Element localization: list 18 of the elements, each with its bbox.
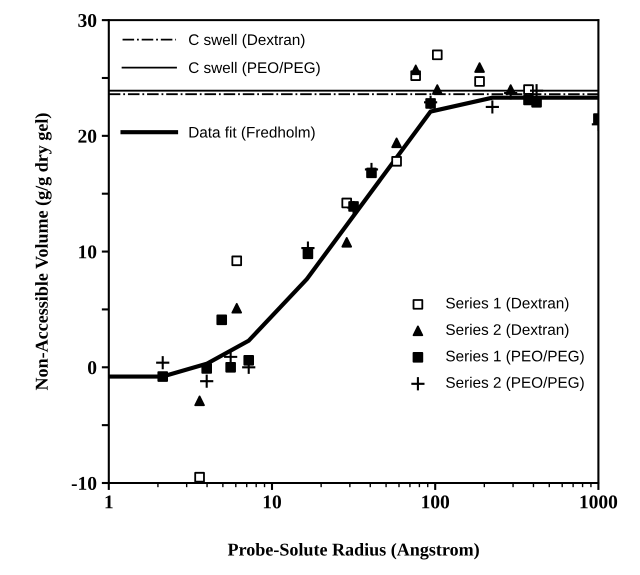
legend-label: C swell (PEO/PEG) — [189, 62, 320, 76]
x-tick-label: 10 — [264, 495, 281, 508]
x-tick-label: 100 — [422, 495, 450, 508]
legend-label: C swell (Dextran) — [189, 34, 304, 48]
y-axis-title: Non-Accessible Volume (g/g dry gel) — [35, 113, 52, 390]
y-tick-label: 20 — [78, 130, 96, 143]
legend-label: Data fit (Fredholm) — [190, 126, 315, 141]
legend-label: Series 2 (Dextran) — [446, 324, 568, 338]
y-tick-label: 0 — [88, 361, 96, 374]
y-tick-label: 10 — [79, 245, 96, 258]
legend-label: Series 2 (PEO/PEG) — [446, 376, 584, 391]
x-axis-title: Probe-Solute Radius (Angstrom) — [228, 542, 479, 560]
legend-label: Series 1 (Dextran) — [446, 297, 568, 312]
legend-label: Series 1 (PEO/PEG) — [446, 350, 584, 364]
x-tick-label: 1000 — [580, 495, 618, 508]
y-tick-label: 30 — [78, 14, 96, 28]
y-tick-label: -10 — [72, 476, 96, 490]
x-tick-label: 1 — [105, 495, 113, 508]
